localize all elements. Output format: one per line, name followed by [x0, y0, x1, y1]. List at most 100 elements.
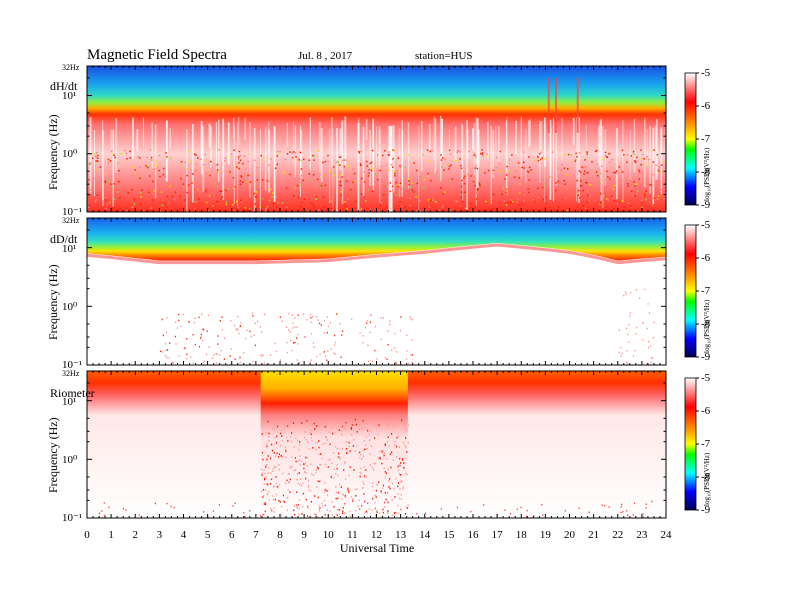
- noise-dot: [528, 166, 531, 169]
- noise-dot: [382, 452, 384, 454]
- noise-dot: [279, 150, 281, 153]
- noise-dot: [528, 179, 530, 181]
- noise-dot: [317, 516, 319, 518]
- noise-dot: [253, 210, 255, 212]
- noise-dot: [297, 343, 299, 345]
- noise-dot: [152, 193, 154, 195]
- noise-dot: [606, 170, 608, 173]
- noise-dot: [609, 152, 611, 155]
- noise-dot: [392, 459, 394, 461]
- noise-dot: [406, 473, 408, 476]
- noise-dot: [324, 425, 326, 428]
- noise-dot: [200, 337, 202, 340]
- noise-dot: [195, 154, 197, 156]
- noise-dot: [359, 456, 361, 459]
- noise-dot: [342, 421, 344, 424]
- noise-dot: [477, 188, 479, 190]
- noise-dot: [184, 161, 187, 164]
- noise-dot: [596, 149, 598, 152]
- noise-dot: [406, 334, 408, 336]
- streak: [646, 128, 648, 166]
- noise-dot: [444, 173, 446, 175]
- noise-dot: [520, 506, 522, 509]
- noise-dot: [324, 489, 326, 491]
- noise-dot: [478, 183, 481, 186]
- noise-dot: [404, 512, 407, 515]
- streak: [300, 129, 303, 179]
- noise-dot: [400, 480, 402, 483]
- noise-dot: [640, 170, 643, 172]
- noise-dot: [649, 345, 652, 347]
- streak: [115, 118, 118, 173]
- noise-dot: [172, 361, 174, 364]
- noise-dot: [286, 341, 288, 344]
- noise-dot: [618, 329, 620, 331]
- noise-dot: [645, 507, 647, 509]
- noise-dot: [268, 499, 270, 501]
- noise-dot: [537, 156, 539, 159]
- noise-dot: [586, 201, 589, 203]
- noise-dot: [509, 201, 512, 203]
- noise-dot: [260, 425, 263, 427]
- noise-dot: [542, 199, 544, 201]
- noise-dot: [344, 159, 347, 161]
- noise-dot: [364, 511, 366, 514]
- streak: [454, 126, 457, 161]
- noise-dot: [398, 472, 401, 475]
- noise-dot: [270, 472, 272, 474]
- noise-dot: [371, 466, 373, 469]
- noise-dot: [299, 478, 302, 480]
- noise-dot: [460, 196, 463, 199]
- noise-dot: [280, 455, 282, 457]
- streak: [169, 128, 171, 149]
- noise-dot: [295, 460, 297, 463]
- noise-dot: [400, 480, 402, 483]
- noise-dot: [523, 167, 525, 169]
- streak: [492, 129, 495, 178]
- streak: [372, 122, 375, 192]
- noise-dot: [282, 472, 284, 475]
- noise-dot: [396, 169, 399, 172]
- noise-dot: [212, 510, 214, 512]
- noise-dot: [277, 486, 279, 489]
- noise-dot: [636, 288, 638, 291]
- noise-dot: [403, 441, 405, 444]
- noise-dot: [285, 425, 287, 428]
- noise-dot: [324, 488, 327, 490]
- streak: [649, 125, 651, 194]
- noise-dot: [339, 322, 341, 325]
- noise-dot: [337, 508, 340, 511]
- noise-dot: [339, 181, 342, 183]
- noise-dot: [327, 459, 329, 461]
- noise-dot: [353, 429, 355, 432]
- noise-dot: [216, 169, 219, 171]
- noise-dot: [265, 207, 267, 210]
- noise-dot: [589, 194, 592, 197]
- noise-dot: [397, 205, 400, 207]
- noise-dot: [293, 505, 296, 507]
- noise-dot: [626, 161, 628, 164]
- x-tick-label: 22: [612, 529, 623, 541]
- noise-dot: [274, 167, 277, 169]
- noise-dot: [535, 159, 538, 161]
- streak: [462, 125, 464, 202]
- streak: [210, 125, 212, 169]
- noise-dot: [215, 362, 218, 364]
- noise-dot: [630, 155, 633, 157]
- noise-dot: [146, 156, 148, 159]
- noise-dot: [377, 169, 380, 172]
- noise-dot: [212, 357, 214, 359]
- noise-dot: [279, 445, 282, 447]
- noise-dot: [250, 335, 252, 338]
- noise-dot: [153, 190, 155, 192]
- streak: [227, 122, 230, 165]
- noise-dot: [371, 360, 374, 363]
- noise-dot: [643, 158, 645, 160]
- noise-dot: [111, 208, 114, 211]
- noise-dot: [435, 178, 438, 180]
- noise-dot: [339, 156, 342, 158]
- noise-dot: [540, 151, 542, 153]
- noise-dot: [586, 190, 589, 193]
- noise-dot: [373, 180, 376, 183]
- noise-dot: [300, 201, 303, 204]
